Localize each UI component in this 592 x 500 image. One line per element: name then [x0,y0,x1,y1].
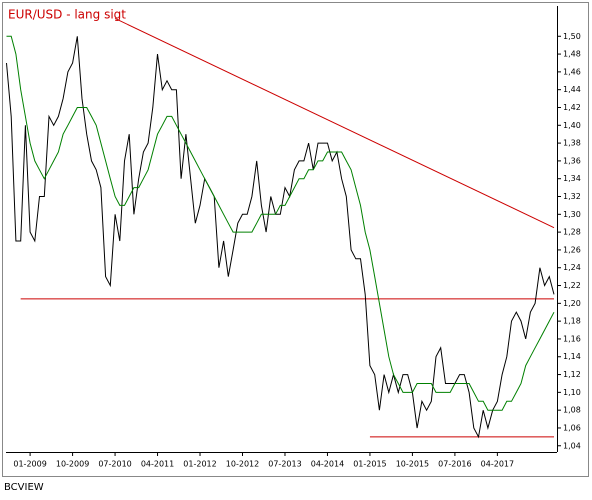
y-tick-label: 1,32 [563,192,581,201]
x-tick-label: 01-2015 [353,460,386,469]
x-tick-label: 07-2013 [268,460,301,469]
y-tick-label: 1,24 [563,263,581,272]
frame [2,2,589,477]
y-tick-label: 1,08 [563,406,581,415]
y-tick-label: 1,06 [563,423,581,432]
y-tick-label: 1,22 [563,281,581,290]
y-tick-label: 1,34 [563,174,581,183]
x-tick-label: 10-2009 [56,460,89,469]
y-tick-label: 1,30 [563,210,581,219]
y-tick-label: 1,40 [563,121,581,130]
x-tick-label: 10-2012 [226,460,259,469]
y-tick-label: 1,28 [563,228,581,237]
x-tick-label: 10-2015 [396,460,429,469]
x-tick-label: 04-2017 [481,460,514,469]
y-tick-label: 1,48 [563,50,581,59]
trend-line [114,18,555,229]
y-tick-label: 1,16 [563,334,581,343]
y-tick-label: 1,42 [563,103,581,112]
y-tick-label: 1,20 [563,299,581,308]
y-tick-label: 1,12 [563,370,581,379]
y-tick-label: 1,18 [563,317,581,326]
y-tick-label: 1,14 [563,352,581,361]
x-tick-label: 07-2016 [438,460,471,469]
price-line [6,36,555,439]
x-tick-label: 04-2014 [311,460,344,469]
chart-title: EUR/USD - lang sigt [8,8,126,22]
y-tick-label: 1,38 [563,139,581,148]
y-tick-label: 1,50 [563,32,581,41]
y-tick-label: 1,26 [563,245,581,254]
y-tick-label: 1,46 [563,67,581,76]
x-tick-label: 04-2011 [141,460,174,469]
x-tick-label: 07-2010 [98,460,131,469]
price-line [6,35,555,411]
source-label: BCVIEW [4,482,44,493]
y-tick-label: 1,36 [563,156,581,165]
x-tick-label: 01-2009 [13,460,46,469]
y-tick-label: 1,04 [563,441,581,450]
y-tick-label: 1,10 [563,388,581,397]
y-tick-label: 1,44 [563,85,581,94]
x-tick-label: 01-2012 [183,460,216,469]
